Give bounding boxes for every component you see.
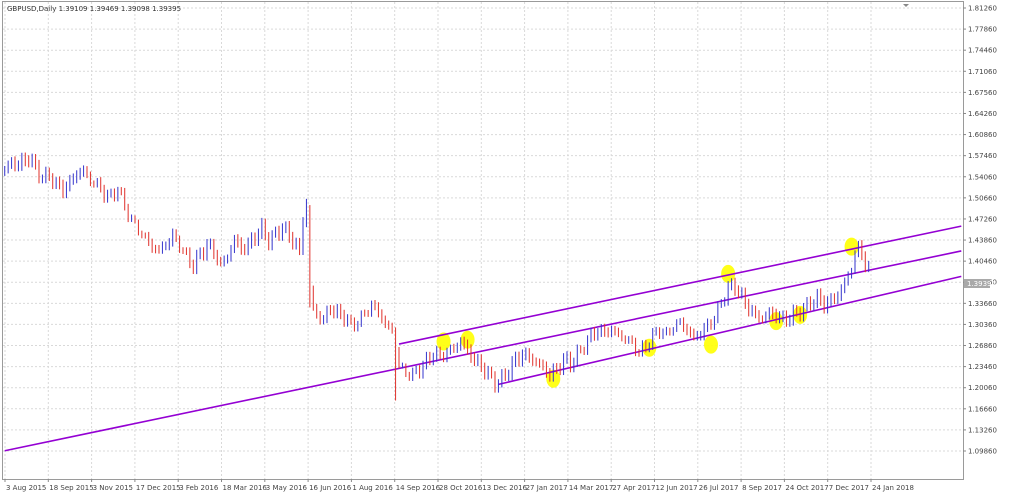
chart-scroll-marker-icon[interactable] xyxy=(903,4,909,7)
x-tick-label: 28 Oct 2016 xyxy=(439,484,483,492)
highlight-marker xyxy=(844,237,859,256)
y-tick-label: 1.71060 xyxy=(968,68,997,76)
grid-lines xyxy=(3,2,963,479)
y-tick-label: 1.23460 xyxy=(968,363,997,371)
candlestick-series xyxy=(4,152,870,401)
x-tick-label: 14 Sep 2016 xyxy=(396,484,441,492)
trendline[interactable] xyxy=(4,250,962,452)
trendline[interactable] xyxy=(498,275,962,386)
x-tick-label: 18 Mar 2016 xyxy=(223,484,268,492)
x-tick-label: 24 Oct 2017 xyxy=(785,484,828,492)
x-tick-label: 24 Jan 2018 xyxy=(872,484,914,492)
y-tick-label: 1.64260 xyxy=(968,110,997,118)
y-tick-label: 1.09860 xyxy=(968,448,997,456)
y-axis: 1.81260 1.77860 1.74460 1.71060 1.67560 1.642… xyxy=(963,5,997,456)
y-tick-label: 1.33660 xyxy=(968,300,997,308)
x-tick-label: 1 Aug 2016 xyxy=(352,484,393,492)
x-tick-label: 27 Jan 2017 xyxy=(526,484,568,492)
trendline[interactable] xyxy=(398,225,962,345)
x-tick-label: 8 Sep 2017 xyxy=(742,484,782,492)
x-tick-label: 18 Sep 2015 xyxy=(49,484,93,492)
y-tick-label: 1.30360 xyxy=(968,321,997,329)
y-tick-label: 1.20060 xyxy=(968,384,997,392)
last-price-marker: 1.39395 xyxy=(964,279,996,288)
x-tick-label: 3 May 2016 xyxy=(266,484,308,492)
x-tick-label: 17 Dec 2015 xyxy=(136,484,181,492)
y-tick-label: 1.81260 xyxy=(968,5,997,13)
x-tick-label: 3 Feb 2016 xyxy=(179,484,219,492)
y-tick-label: 1.13260 xyxy=(968,426,997,434)
y-tick-label: 1.67560 xyxy=(968,89,997,97)
y-tick-label: 1.40460 xyxy=(968,258,997,266)
y-tick-label: 1.50660 xyxy=(968,194,997,202)
x-tick-label: 16 Jun 2016 xyxy=(309,484,352,492)
trendlines[interactable] xyxy=(4,225,962,452)
x-tick-label: 7 Dec 2017 xyxy=(829,484,869,492)
x-tick-label: 26 Jul 2017 xyxy=(699,484,739,492)
x-tick-label: 3 Aug 2015 xyxy=(6,484,46,492)
y-tick-label: 1.54060 xyxy=(968,173,997,181)
last-price-label-bg xyxy=(964,279,990,288)
x-tick-label: 3 Nov 2015 xyxy=(93,484,133,492)
x-tick-label: 13 Dec 2016 xyxy=(482,484,527,492)
y-tick-label: 1.77860 xyxy=(968,26,997,34)
y-tick-label: 1.60860 xyxy=(968,131,997,139)
x-tick-label: 12 Jun 2017 xyxy=(656,484,698,492)
x-tick-label: 14 Mar 2017 xyxy=(569,484,613,492)
y-tick-label: 1.57460 xyxy=(968,152,997,160)
chart-title: GBPUSD,Daily 1.39109 1.39469 1.39098 1.3… xyxy=(7,5,181,13)
y-tick-label: 1.47260 xyxy=(968,215,997,223)
y-tick-label: 1.16660 xyxy=(968,405,997,413)
y-tick-label: 1.26860 xyxy=(968,342,997,350)
y-tick-label: 1.74460 xyxy=(968,47,997,55)
x-tick-label: 27 Apr 2017 xyxy=(612,484,655,492)
last-price-label: 1.39395 xyxy=(967,280,996,288)
y-tick-label: 1.43860 xyxy=(968,237,997,245)
highlight-marker xyxy=(704,335,718,354)
highlight-marker xyxy=(436,332,451,351)
